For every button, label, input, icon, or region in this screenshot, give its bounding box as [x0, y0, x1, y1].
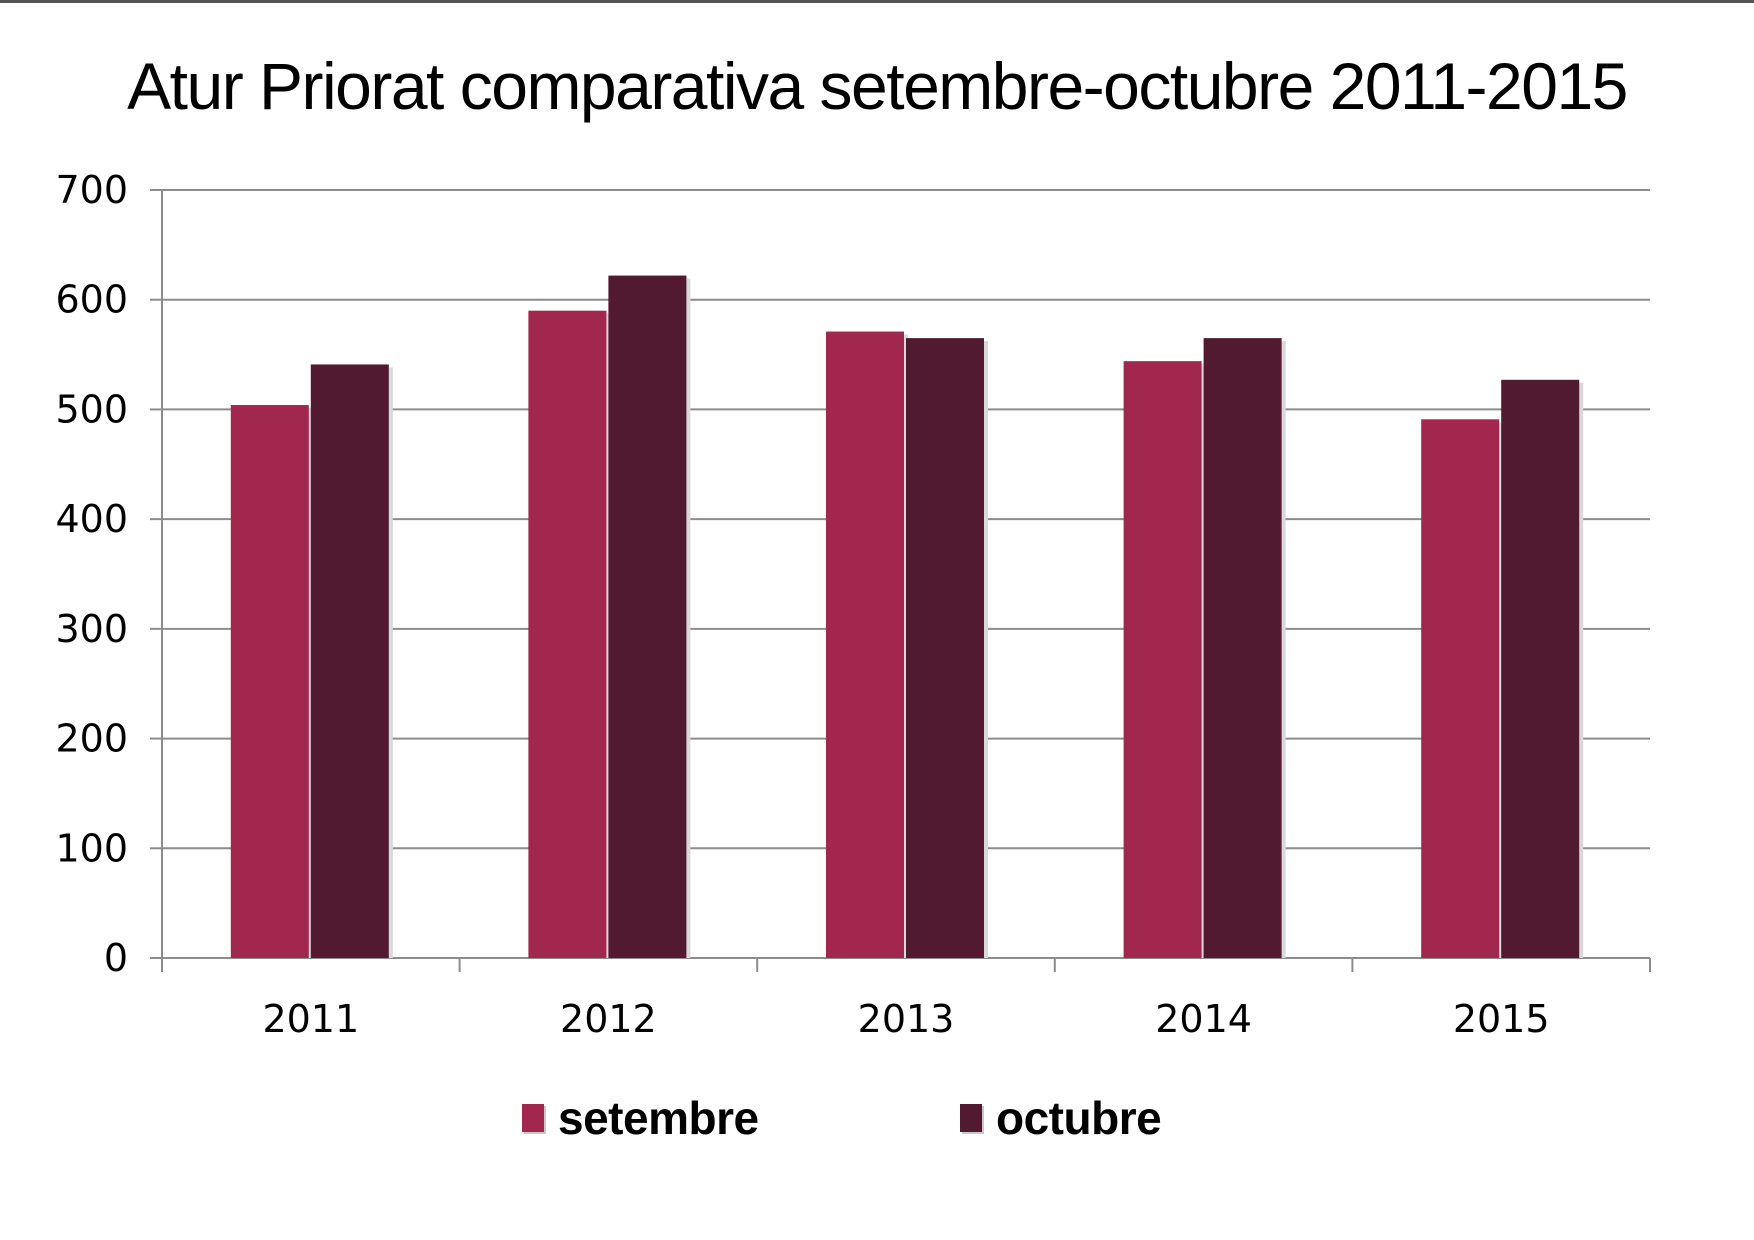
bar-octubre-2015 — [1501, 379, 1580, 958]
y-tick-label-700: 700 — [55, 168, 128, 212]
gridlines — [162, 189, 1650, 850]
bar-octubre-2014 — [1203, 338, 1282, 959]
y-tick-labels: 0 100 200 300 400 500 600 700 — [55, 168, 128, 980]
bar-setembre-2013 — [826, 331, 904, 958]
top-border — [0, 0, 1754, 3]
x-tick-label-2012: 2012 — [560, 997, 657, 1041]
y-tick-label-100: 100 — [55, 826, 128, 870]
y-tick-label-0: 0 — [104, 936, 128, 980]
y-tick-label-500: 500 — [55, 387, 128, 431]
x-tick-label-2011: 2011 — [262, 997, 359, 1041]
legend-label-setembre: setembre — [558, 1092, 759, 1144]
legend-label-octubre: octubre — [996, 1092, 1162, 1144]
legend-swatch-setembre — [522, 1104, 544, 1132]
bar-octubre-2013 — [906, 338, 984, 959]
bar-octubre-2011 — [310, 364, 389, 959]
legend-swatch-octubre — [960, 1104, 982, 1132]
x-tick-label-2013: 2013 — [858, 997, 955, 1041]
chart-title: Atur Priorat comparativa setembre-octubr… — [127, 49, 1628, 123]
x-tick-labels: 2011 2012 2013 2014 2015 — [262, 997, 1549, 1041]
y-tick-label-400: 400 — [55, 497, 128, 541]
bars — [230, 275, 1584, 959]
bar-setembre-2015 — [1421, 419, 1500, 958]
x-tick-label-2014: 2014 — [1155, 997, 1252, 1041]
bar-setembre-2011 — [230, 405, 309, 958]
bar-octubre-2012 — [608, 275, 687, 958]
bar-setembre-2012 — [528, 310, 607, 959]
y-tick-label-300: 300 — [55, 607, 128, 651]
y-tick-label-600: 600 — [55, 278, 128, 322]
y-tick-label-200: 200 — [55, 717, 128, 761]
bar-setembre-2014 — [1123, 361, 1202, 958]
legend: setembre octubre — [0, 1088, 1754, 1148]
x-tick-label-2015: 2015 — [1453, 997, 1550, 1041]
legend-item-octubre: octubre — [960, 1088, 1162, 1148]
legend-item-setembre: setembre — [522, 1088, 759, 1148]
